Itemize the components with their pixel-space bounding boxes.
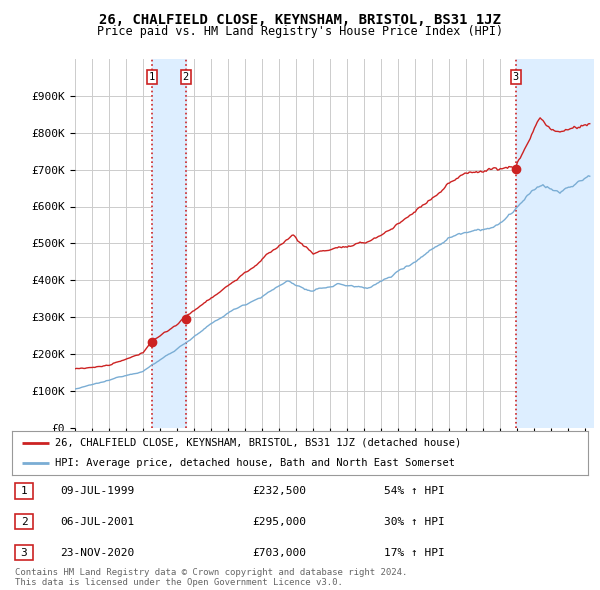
Text: This data is licensed under the Open Government Licence v3.0.: This data is licensed under the Open Gov… [15, 578, 343, 587]
Text: 2: 2 [20, 517, 28, 527]
Text: £703,000: £703,000 [252, 548, 306, 558]
Text: 30% ↑ HPI: 30% ↑ HPI [384, 517, 445, 527]
Text: 3: 3 [20, 548, 28, 558]
Text: 23-NOV-2020: 23-NOV-2020 [60, 548, 134, 558]
Text: 26, CHALFIELD CLOSE, KEYNSHAM, BRISTOL, BS31 1JZ (detached house): 26, CHALFIELD CLOSE, KEYNSHAM, BRISTOL, … [55, 438, 461, 448]
Text: 54% ↑ HPI: 54% ↑ HPI [384, 487, 445, 496]
Text: 1: 1 [20, 487, 28, 496]
Text: 3: 3 [512, 72, 519, 82]
Text: HPI: Average price, detached house, Bath and North East Somerset: HPI: Average price, detached house, Bath… [55, 458, 455, 468]
Text: 17% ↑ HPI: 17% ↑ HPI [384, 548, 445, 558]
Text: 2: 2 [182, 72, 189, 82]
Text: 1: 1 [149, 72, 155, 82]
Text: 09-JUL-1999: 09-JUL-1999 [60, 487, 134, 496]
Text: 06-JUL-2001: 06-JUL-2001 [60, 517, 134, 527]
Text: £232,500: £232,500 [252, 487, 306, 496]
Text: Contains HM Land Registry data © Crown copyright and database right 2024.: Contains HM Land Registry data © Crown c… [15, 568, 407, 576]
Text: Price paid vs. HM Land Registry's House Price Index (HPI): Price paid vs. HM Land Registry's House … [97, 25, 503, 38]
Bar [516, 59, 594, 428]
Bar [152, 59, 186, 428]
Text: £295,000: £295,000 [252, 517, 306, 527]
Text: 26, CHALFIELD CLOSE, KEYNSHAM, BRISTOL, BS31 1JZ: 26, CHALFIELD CLOSE, KEYNSHAM, BRISTOL, … [99, 13, 501, 27]
